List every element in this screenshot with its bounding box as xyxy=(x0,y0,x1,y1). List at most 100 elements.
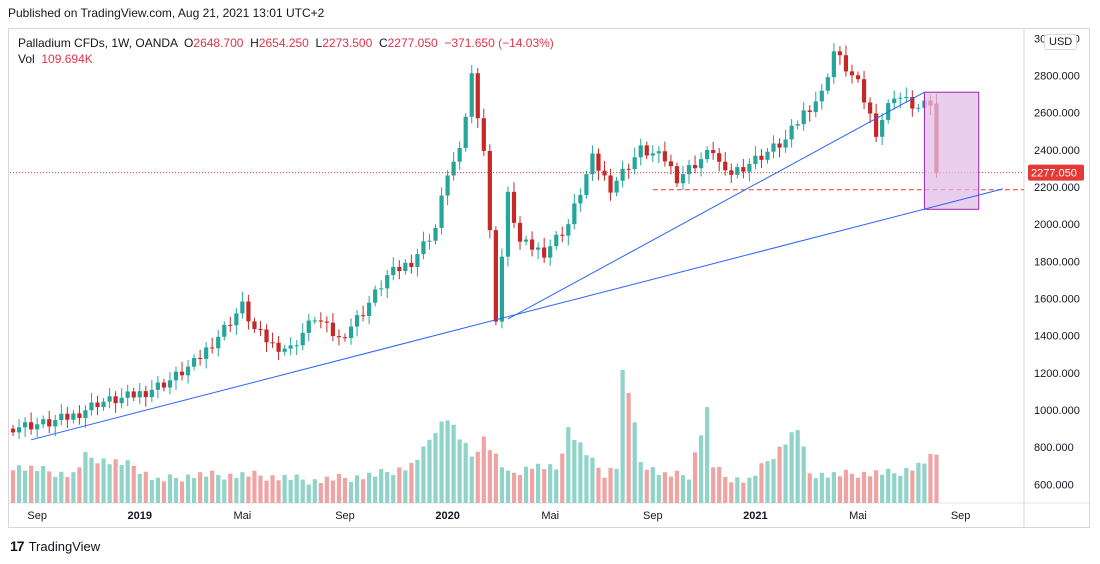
volume-bar xyxy=(403,470,408,503)
close-label: C xyxy=(378,36,388,50)
volume-bar xyxy=(674,470,680,503)
volume-bar xyxy=(258,475,263,503)
volume-bar xyxy=(692,452,698,503)
volume-bar xyxy=(898,475,903,503)
candle-body xyxy=(59,413,64,421)
candle-body xyxy=(312,320,317,322)
volume-bar xyxy=(89,457,94,503)
volume-bar xyxy=(560,453,565,503)
volume-bar xyxy=(137,474,142,503)
candle-body xyxy=(433,227,438,241)
volume-bar xyxy=(415,459,420,503)
candle-body xyxy=(318,320,323,322)
volume-label[interactable]: Vol xyxy=(18,52,35,66)
symbol-title[interactable]: Palladium CFDs, 1W, OANDA xyxy=(18,36,178,50)
y-tick-label: 800.000 xyxy=(1034,442,1074,454)
volume-bar xyxy=(783,444,788,503)
candle-body xyxy=(499,256,505,322)
volume-bar xyxy=(367,472,372,503)
volume-bar xyxy=(566,427,571,503)
candle-body xyxy=(855,75,861,80)
volume-bar xyxy=(656,474,661,503)
volume-bar xyxy=(590,457,595,503)
volume-bar xyxy=(385,472,390,503)
tradingview-logo[interactable]: 17 TradingView xyxy=(10,538,100,554)
candle-body xyxy=(373,289,378,303)
volume-bar xyxy=(668,476,674,503)
candle-body xyxy=(578,194,583,204)
volume-bar xyxy=(910,470,915,503)
candle-body xyxy=(107,396,112,402)
y-tick-label: 1400.000 xyxy=(1034,331,1080,343)
candle-body xyxy=(765,151,770,160)
candle-body xyxy=(789,125,794,140)
candle-body xyxy=(487,150,492,231)
volume-bar xyxy=(379,469,384,503)
volume-bar xyxy=(107,464,112,503)
candle-body xyxy=(626,168,631,170)
x-tick-label: Mai xyxy=(541,510,559,522)
candle-body xyxy=(650,153,655,156)
candle-body xyxy=(819,90,824,102)
volume-bar xyxy=(608,468,613,503)
candle-body xyxy=(584,174,589,195)
volume-bar xyxy=(41,466,46,503)
volume-bar xyxy=(246,476,251,503)
candle-body xyxy=(348,326,354,339)
volume-bar xyxy=(348,481,354,503)
volume-bar xyxy=(125,460,130,503)
volume-bar xyxy=(234,478,239,503)
volume-bar xyxy=(717,466,722,503)
x-tick-label: 2019 xyxy=(128,510,152,522)
candle-body xyxy=(198,358,203,360)
candle-body xyxy=(542,247,547,258)
volume-bar xyxy=(22,470,28,503)
volume-bar xyxy=(173,477,179,503)
currency-badge[interactable]: USD xyxy=(1044,34,1078,50)
candle-body xyxy=(898,97,903,99)
volume-bar xyxy=(922,463,927,503)
candle-body xyxy=(711,150,716,154)
candle-body xyxy=(41,419,46,425)
candle-body xyxy=(747,163,752,172)
candle-body xyxy=(288,345,293,349)
volume-bar xyxy=(10,470,16,503)
volume-bar xyxy=(886,468,891,503)
volume-bar xyxy=(433,433,438,503)
volume-bar xyxy=(149,479,154,503)
candle-body xyxy=(439,195,444,228)
volume-bar xyxy=(445,420,450,503)
candle-body xyxy=(880,119,885,137)
candle-body xyxy=(113,396,118,404)
candle-body xyxy=(729,170,734,175)
x-tick-label: Mai xyxy=(234,510,252,522)
candle-body xyxy=(717,153,722,162)
volume-bar xyxy=(777,446,782,503)
volume-bar xyxy=(861,471,867,503)
candle-body xyxy=(457,147,462,162)
y-tick-label: 600.000 xyxy=(1034,479,1074,491)
candle-body xyxy=(35,424,40,430)
volume-bar xyxy=(463,442,468,503)
candle-body xyxy=(173,371,179,381)
candle-body xyxy=(234,313,239,326)
candle-body xyxy=(861,79,867,103)
candle-body xyxy=(493,230,498,322)
candle-body xyxy=(179,371,185,376)
candle-body xyxy=(867,102,873,114)
volume-bar xyxy=(65,477,70,503)
candle-body xyxy=(276,342,281,352)
candle-body xyxy=(216,336,221,349)
volume-bar xyxy=(83,452,88,503)
candle-body xyxy=(566,224,571,236)
volume-bar xyxy=(662,472,667,503)
volume-bar xyxy=(481,436,486,503)
volume-bar xyxy=(542,469,547,503)
trendline-upper xyxy=(507,91,925,320)
candle-body xyxy=(252,321,257,330)
candle-body xyxy=(427,240,432,242)
last-price-tag xyxy=(1028,164,1084,181)
candle-body xyxy=(29,422,34,430)
volume-bar xyxy=(529,468,535,503)
